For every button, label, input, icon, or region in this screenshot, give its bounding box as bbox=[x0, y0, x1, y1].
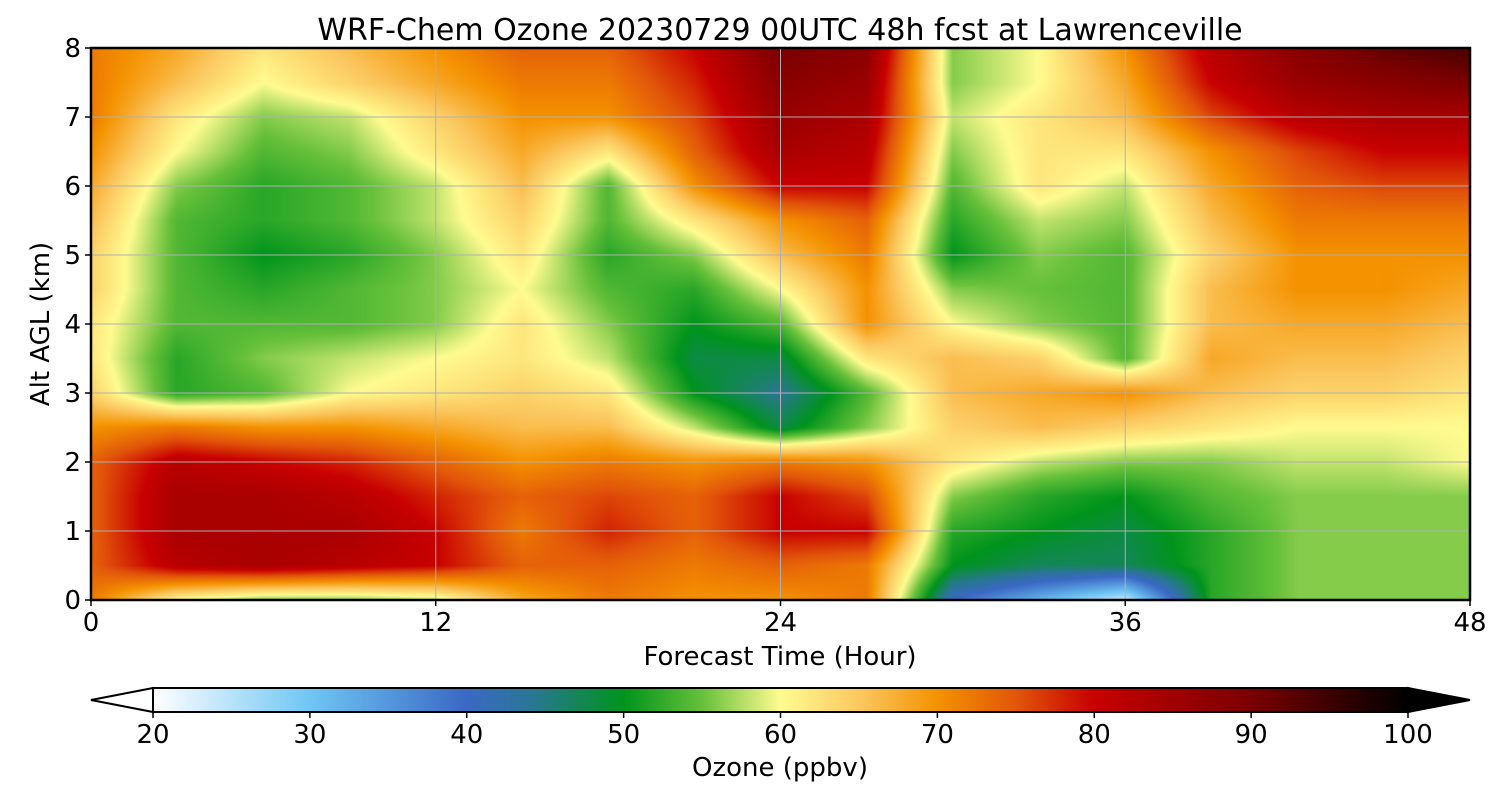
y-tick-label: 3 bbox=[64, 379, 81, 409]
y-axis-label: Alt AGL (km) bbox=[26, 242, 56, 406]
y-tick-label: 1 bbox=[64, 517, 81, 547]
colorbar-tick-label: 60 bbox=[764, 720, 797, 750]
x-axis-ticks: 0 12 24 36 48 bbox=[83, 600, 1487, 638]
colorbar-tick-label: 40 bbox=[450, 720, 483, 750]
y-tick-label: 7 bbox=[64, 103, 81, 133]
colorbar-tick-label: 50 bbox=[607, 720, 640, 750]
chart-title: WRF-Chem Ozone 20230729 00UTC 48h fcst a… bbox=[317, 13, 1242, 48]
colorbar-label: Ozone (ppbv) bbox=[692, 753, 868, 783]
x-tick-label: 12 bbox=[419, 608, 452, 638]
y-tick-label: 0 bbox=[64, 586, 81, 616]
colorbar-ticks: 20 30 40 50 60 70 80 90 100 bbox=[136, 712, 1433, 750]
x-tick-label: 36 bbox=[1109, 608, 1142, 638]
x-tick-label: 48 bbox=[1453, 608, 1486, 638]
x-tick-label: 0 bbox=[83, 608, 100, 638]
colorbar-tick-label: 80 bbox=[1078, 720, 1111, 750]
x-tick-label: 24 bbox=[764, 608, 797, 638]
y-axis-ticks: 0 1 2 3 4 5 6 7 8 bbox=[64, 34, 91, 616]
y-tick-label: 2 bbox=[64, 448, 81, 478]
colorbar-extend-low bbox=[90, 686, 154, 714]
colorbar-extend-high bbox=[1407, 686, 1471, 714]
y-tick-label: 6 bbox=[64, 172, 81, 202]
y-tick-label: 4 bbox=[64, 310, 81, 340]
y-tick-label: 8 bbox=[64, 34, 81, 64]
colorbar: 20 30 40 50 60 70 80 90 100 Ozone (ppbv) bbox=[90, 686, 1471, 783]
colorbar-tick-label: 20 bbox=[136, 720, 169, 750]
colorbar-tick-label: 70 bbox=[921, 720, 954, 750]
colorbar-gradient bbox=[153, 688, 1408, 712]
colorbar-tick-label: 90 bbox=[1235, 720, 1268, 750]
y-tick-label: 5 bbox=[64, 241, 81, 271]
x-axis-label: Forecast Time (Hour) bbox=[643, 642, 916, 672]
colorbar-tick-label: 30 bbox=[293, 720, 326, 750]
colorbar-tick-label: 100 bbox=[1383, 720, 1433, 750]
